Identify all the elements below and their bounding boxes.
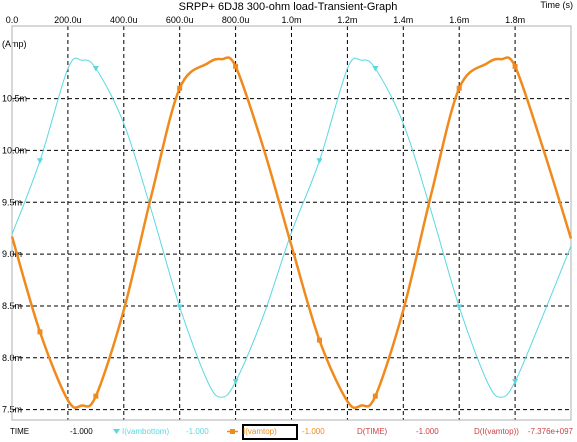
footer-dtime-value: -1.000	[416, 427, 439, 436]
series-point-ivamtop	[37, 329, 43, 335]
footer-dtime-label: D(TIME)	[357, 427, 388, 436]
series-point-ivambottom	[176, 304, 183, 310]
legend-bottom-label[interactable]: I(vambottom)	[122, 427, 169, 436]
series-point-ivamtop	[93, 393, 99, 399]
cursor-readout: TIME -1.000 I(vambottom) -1.000 I(vamtop…	[10, 424, 574, 440]
footer-time-label: TIME	[10, 427, 29, 436]
series-point-ivambottom	[512, 379, 519, 385]
footer-dtop-label: D(I(vamtop))	[474, 427, 519, 436]
series-line-ivamtop	[10, 56, 573, 410]
x-tick-label: 1.8m	[505, 15, 525, 25]
x-tick-label: 1.6m	[449, 15, 469, 25]
x-tick-label: 1.0m	[281, 15, 301, 25]
series-point-ivamtop	[512, 63, 518, 69]
x-tick-label: 800.0u	[222, 15, 250, 25]
legend-top-value: -1.000	[302, 427, 325, 436]
footer-dtop-value: -7.376e+097	[528, 427, 574, 436]
x-axis-label: Time (s)	[540, 0, 573, 10]
series-point-ivambottom	[372, 66, 379, 72]
series-point-ivamtop	[316, 337, 322, 343]
series-point-ivamtop	[177, 85, 183, 91]
x-tick-label: 200.0u	[54, 15, 82, 25]
series-point-ivambottom	[92, 66, 99, 72]
series-point-ivamtop	[372, 393, 378, 399]
plot-frame	[11, 25, 572, 421]
x-tick-label: 600.0u	[166, 15, 194, 25]
footer-time-value: -1.000	[70, 427, 93, 436]
x-tick-label: 400.0u	[110, 15, 138, 25]
legend-top-selection-box[interactable]	[242, 424, 298, 440]
series-point-ivambottom	[36, 158, 43, 164]
series-point-ivamtop	[456, 85, 462, 91]
x-tick-label: 0.0	[6, 15, 19, 25]
series-point-ivambottom	[456, 304, 463, 310]
x-tick-label: 1.4m	[393, 15, 413, 25]
series-layer	[10, 56, 573, 410]
x-tick-labels: 0.0 200.0u 400.0u 600.0u 800.0u 1.0m 1.2m 1.4m 1…	[6, 15, 525, 25]
series-point-ivambottom	[316, 158, 323, 164]
chart-title: SRPP+ 6DJ8 300-ohm load-Transient-Graph	[179, 1, 398, 13]
series-point-ivamtop	[233, 63, 239, 69]
y-tick-label: 10.0m	[2, 145, 27, 155]
series-point-ivambottom	[232, 379, 239, 385]
y-axis-label: (Amp)	[2, 39, 27, 49]
series-line-ivambottom	[11, 57, 572, 398]
x-tick-label: 1.2m	[337, 15, 357, 25]
y-tick-label: 10.5m	[2, 94, 27, 104]
legend-top-label[interactable]: I(vamtop)	[243, 427, 277, 436]
legend-bottom-value: -1.000	[186, 427, 209, 436]
legend-bottom-marker-icon	[113, 429, 120, 434]
grid-lines	[12, 26, 571, 420]
